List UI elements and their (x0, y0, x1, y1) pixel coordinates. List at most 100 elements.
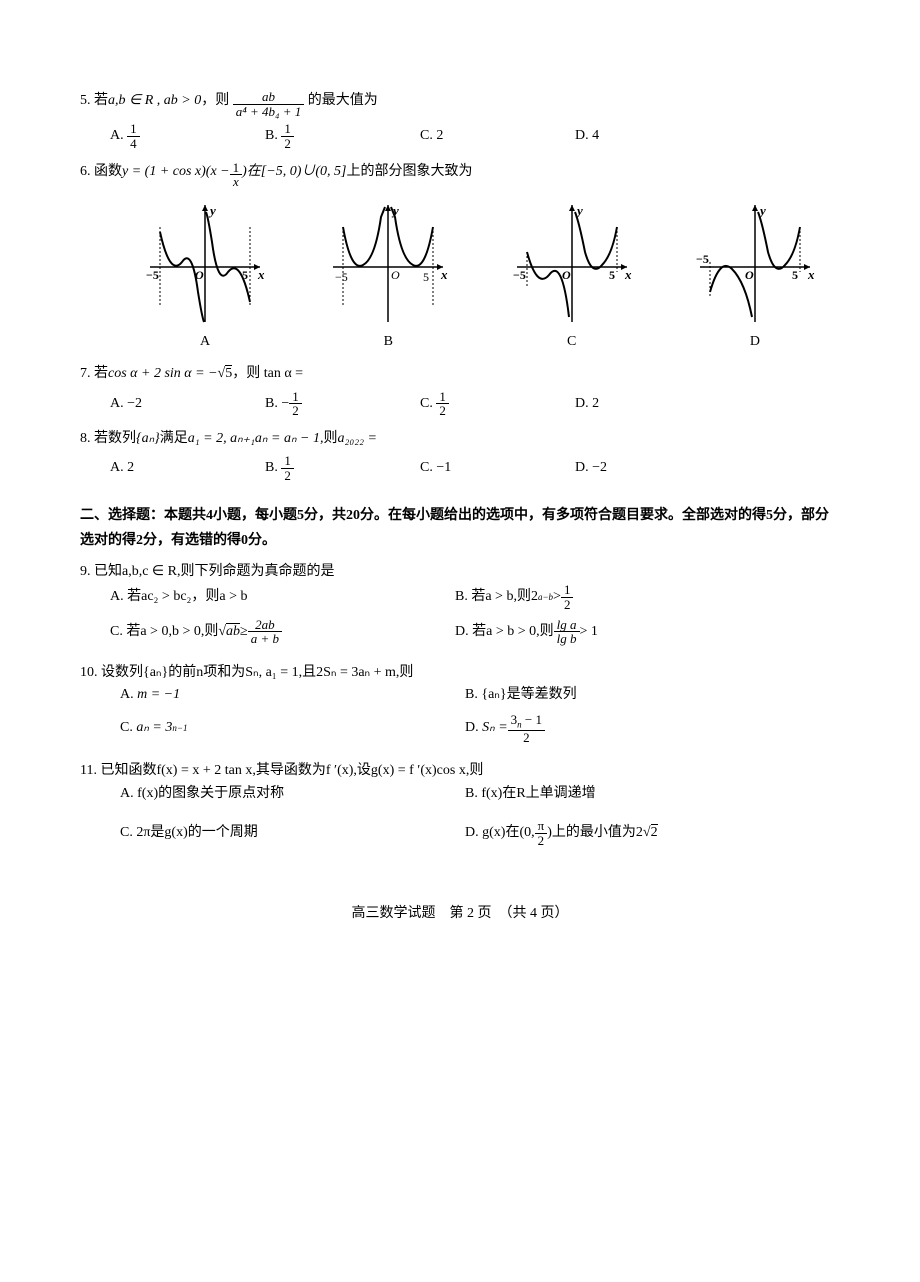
q11-a-label: A. (120, 783, 134, 805)
q10-d-label: D. (465, 717, 479, 739)
q8-text-pre: 若数列 (94, 428, 136, 450)
q11-b-val: f(x)在R上单调递增 (481, 783, 595, 805)
q6-graphs: y x −5 5 O A y x −5 5 (140, 197, 820, 353)
graph-c-label: C (507, 331, 637, 353)
q9-a-label: A. (110, 586, 124, 608)
q10-opt-a: A. m = −1 (120, 684, 465, 706)
q5-opt-b-label: B. (265, 125, 278, 147)
q7-d-label: D. (575, 393, 589, 415)
q5-opt-a: A. 1 4 (110, 122, 265, 150)
q11-d-post: )上的最小值为2 (547, 822, 643, 844)
q7-eq: cos α + 2 sin α = − (108, 363, 218, 385)
q11-opt-c: C. 2π是g(x)的一个周期 (120, 819, 465, 847)
q7-c-frac: 1 2 (436, 390, 449, 418)
q10-opt-b: B. {aₙ}是等差数列 (465, 684, 810, 706)
graph-b-label: B (323, 331, 453, 353)
q6-frac-den: x (230, 175, 243, 189)
q5-opt-a-label: A. (110, 125, 124, 147)
q9-b-exp: a−b (538, 590, 553, 604)
q11-d-sqrt: √2 (643, 822, 658, 844)
q8-c-label: C. (420, 457, 433, 479)
q8-text-then: 则 (323, 428, 337, 450)
q10-b-val: {aₙ}是等差数列 (481, 684, 576, 706)
footer-page: 2 (467, 906, 474, 921)
q9-opt-d: D. 若a > b > 0,则 lg a lg b > 1 (455, 618, 800, 646)
q9-text: 已知a,b,c ∈ R,则下列命题为真命题的是 (94, 561, 334, 583)
q5-fraction: ab a⁴ + 4b₄ + 1 (233, 90, 305, 118)
q11-a-val: f(x)的图象关于原点对称 (137, 783, 284, 805)
q9-d-post: > 1 (580, 621, 598, 643)
q8-b-num: 1 (281, 454, 294, 469)
q6-func: y = (1 + cos x)(x − (122, 161, 230, 183)
q7-sqrt-val: 5 (225, 365, 232, 381)
q5-text-pre: 若 (94, 90, 108, 112)
q11-d-frac: π 2 (535, 819, 548, 847)
q11-opt-b: B. f(x)在R上单调递增 (465, 783, 810, 805)
q5-frac-den: a⁴ + 4b₄ + 1 (233, 105, 305, 119)
q9-d-den: lg b (554, 632, 580, 646)
graph-b-origin: O (391, 268, 400, 282)
q9-d-label: D. (455, 621, 469, 643)
q9-c-frac: 2ab a + b (248, 618, 282, 646)
q9-c-num: 2ab (248, 618, 282, 633)
q8-a-val: 2 (127, 457, 134, 479)
q5-a-den: 4 (127, 137, 140, 151)
q8-opt-a: A. 2 (110, 454, 265, 482)
q6-graph-a: y x −5 5 O A (140, 197, 270, 353)
q9-b-base: 2 (531, 586, 538, 608)
q10-text: 设数列{aₙ}的前n项和为Sₙ, a₁ = 1,且2Sₙ = 3aₙ + m,则 (101, 662, 413, 684)
q6-number: 6. (80, 161, 91, 183)
graph-d-label: D (690, 331, 820, 353)
q9-stem: 9. 已知a,b,c ∈ R,则下列命题为真命题的是 (80, 561, 840, 583)
q5-number: 5. (80, 90, 91, 112)
q8-opt-d: D. −2 (575, 454, 730, 482)
graph-a-neg5: −5 (146, 268, 159, 282)
q7-b-num: 1 (289, 390, 302, 405)
q11-d-sqrt-val: 2 (651, 824, 658, 840)
q11-d-num: π (535, 819, 548, 834)
q11-text: 已知函数f(x) = x + 2 tan x,其导函数为f ′(x),设g(x)… (100, 760, 483, 782)
q7-b-frac: 1 2 (289, 390, 302, 418)
q5-opt-d-label: D. (575, 125, 589, 147)
q8-c-val: −1 (436, 457, 451, 479)
q7-opt-c: C. 1 2 (420, 390, 575, 418)
q8-eq: a₁ = 2, aₙ₊₁aₙ = aₙ − 1, (188, 428, 324, 450)
q8-b-den: 2 (281, 469, 294, 483)
q11-options: A. f(x)的图象关于原点对称 B. f(x)在R上单调递增 C. 2π是g(… (120, 783, 840, 854)
q10-d-frac: 3n − 1 2 (508, 713, 545, 745)
q5-stem: 5. 若 a,b ∈ R , ab > 0 ，则 ab a⁴ + 4b₄ + 1… (80, 90, 840, 118)
q10-stem: 10. 设数列{aₙ}的前n项和为Sₙ, a₁ = 1,且2Sₙ = 3aₙ +… (80, 662, 840, 684)
graph-c-origin: O (562, 268, 571, 282)
question-9: 9. 已知a,b,c ∈ R,则下列命题为真命题的是 A. 若ac₂ > bc₂… (80, 561, 840, 652)
q10-options: A. m = −1 B. {aₙ}是等差数列 C. aₙ = 3n−1 D. S… (120, 684, 840, 750)
q7-a-val: −2 (127, 393, 142, 415)
q5-opt-c-val: 2 (436, 125, 443, 147)
q7-number: 7. (80, 363, 91, 385)
graph-c-neg5: −5 (513, 268, 526, 282)
q8-number: 8. (80, 428, 91, 450)
q10-c-pre: aₙ = 3 (136, 717, 172, 739)
q5-text-mid: ，则 (201, 90, 229, 112)
q7-sqrt: √5 (218, 363, 233, 385)
q6-frac-num: 1 (230, 161, 243, 176)
graph-b-pos5: 5 (423, 270, 429, 284)
q9-d-pre: 若a > b > 0,则 (472, 621, 554, 643)
q11-d-label: D. (465, 822, 479, 844)
q9-c-sqrt-val: ab (226, 623, 240, 639)
q9-c-geq: ≥ (240, 621, 248, 643)
graph-a-label: A (140, 331, 270, 353)
graph-a-x-label: x (257, 267, 265, 282)
q7-options: A. −2 B. − 1 2 C. 1 2 D. 2 (110, 390, 840, 418)
q9-d-frac: lg a lg b (554, 618, 580, 646)
q8-seq: {aₙ} (136, 428, 160, 450)
question-11: 11. 已知函数f(x) = x + 2 tan x,其导函数为f ′(x),设… (80, 760, 840, 853)
q7-stem: 7. 若 cos α + 2 sin α = − √5 ，则 tan α = (80, 363, 840, 385)
q5-opt-d-val: 4 (592, 125, 599, 147)
q5-cond: a,b ∈ R , ab > 0 (108, 90, 201, 112)
graph-a-pos5: 5 (242, 268, 248, 282)
q8-b-label: B. (265, 457, 278, 479)
q5-b-den: 2 (281, 137, 294, 151)
footer-post: 页 （共 4 页） (474, 906, 569, 921)
q9-options: A. 若ac₂ > bc₂，则a > b B. 若a > b,则 2a−b > … (110, 583, 840, 652)
q5-frac-num: ab (233, 90, 305, 105)
